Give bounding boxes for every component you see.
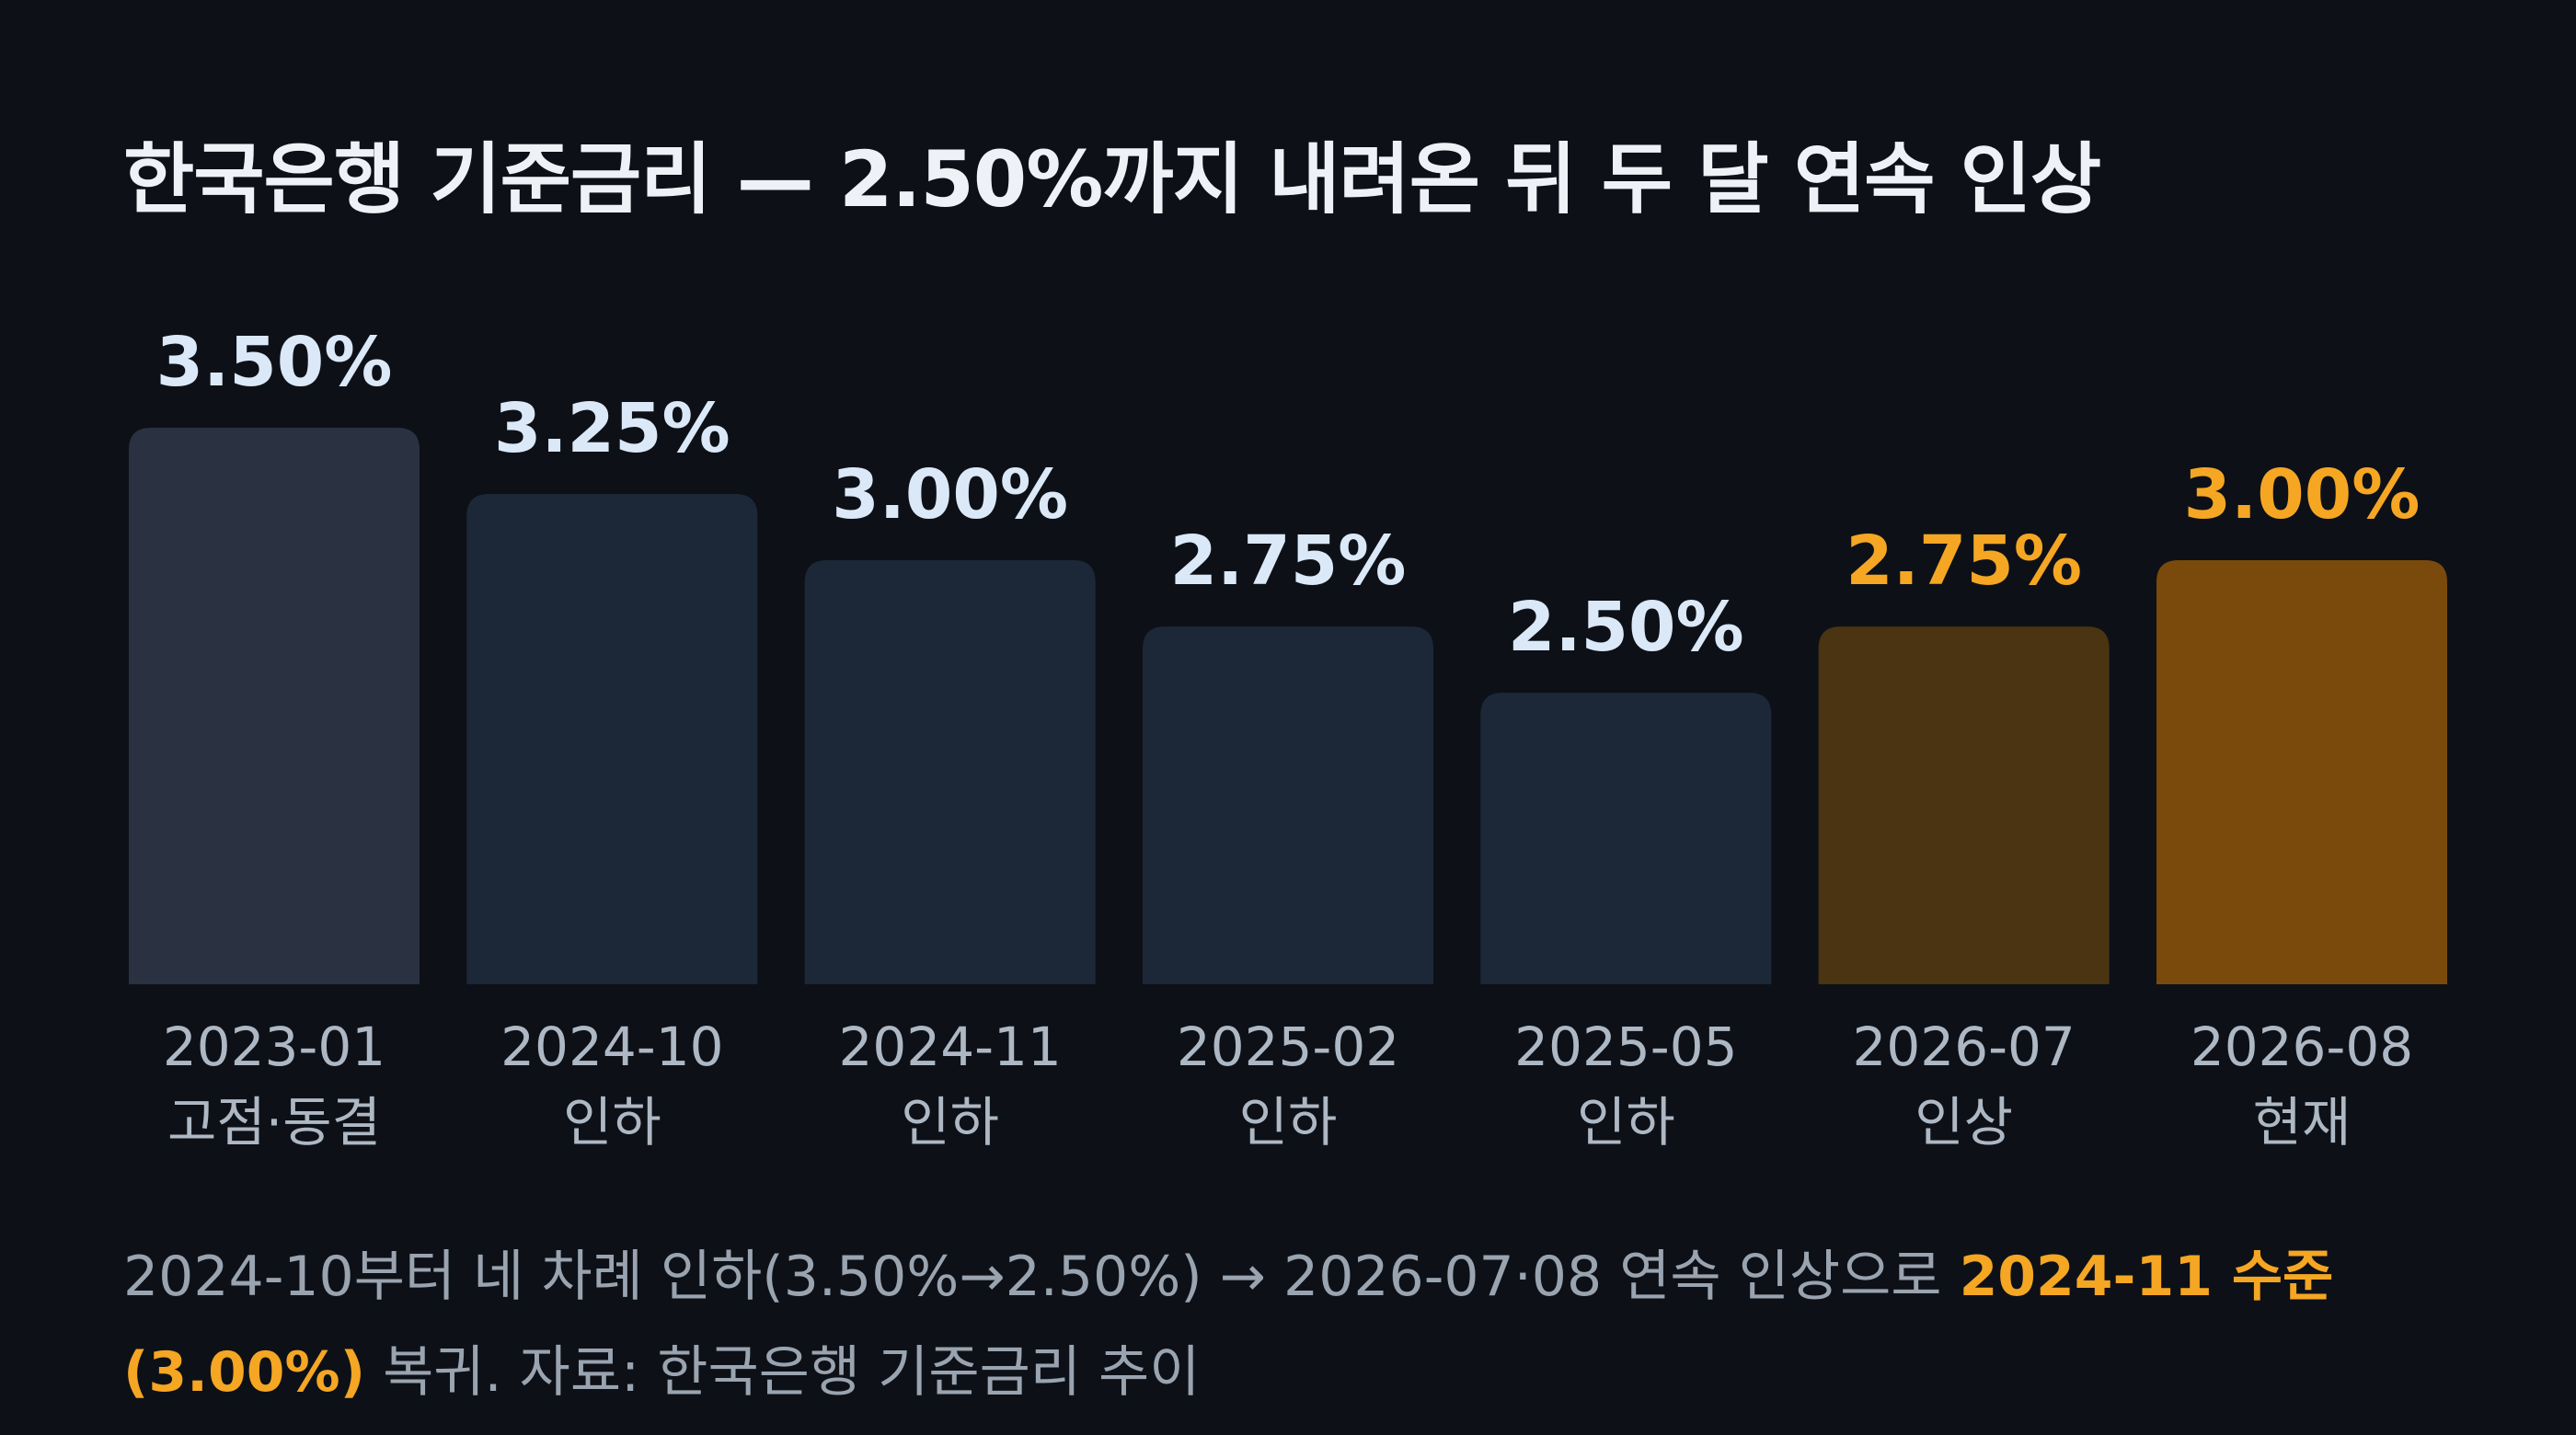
tick-label-2025-02: 2025-02 [1177, 1016, 1399, 1078]
bar-2025-05 [1480, 693, 1772, 984]
value-label-2023-01: 3.50% [156, 323, 393, 402]
value-label-2024-10: 3.25% [494, 389, 730, 468]
value-label-2025-05: 2.50% [1508, 588, 1744, 667]
tick-label-2024-11: 2024-11 [838, 1016, 1061, 1078]
value-label-2024-11: 3.00% [832, 455, 1068, 534]
footnote: 2024-10부터 네 차례 인하(3.50%→2.50%) → 2026-07… [123, 1229, 2460, 1420]
bar-2024-11 [804, 560, 1096, 984]
tick-sublabel-2025-02: 인하 [1239, 1091, 1338, 1154]
bar-chart: 3.50% 3.25% 3.00% 2.75% 2.50% 2.75% 3.00% 2023… [129, 323, 2447, 1154]
tick-label-2026-07: 2026-07 [1852, 1016, 2075, 1078]
footnote-source: 복귀. 자료: 한국은행 기준금리 추이 [365, 1340, 1201, 1405]
tick-sublabel-2024-11: 인하 [901, 1091, 999, 1154]
bar-2025-02 [1143, 626, 1433, 984]
value-label-2025-02: 2.75% [1170, 522, 1407, 601]
bar-2026-08 [2156, 560, 2447, 984]
tick-label-2026-08: 2026-08 [2191, 1016, 2413, 1078]
tick-label-2023-01: 2023-01 [163, 1016, 385, 1078]
value-label-2026-08: 3.00% [2184, 455, 2421, 534]
tick-sublabel-2025-05: 인하 [1577, 1091, 1675, 1154]
footnote-highlight: 2024-11 수준(3.00%) [123, 1245, 2334, 1405]
chart-title: 한국은행 기준금리 — 2.50%까지 내려온 뒤 두 달 연속 인상 [123, 134, 2101, 224]
tick-label-2025-05: 2025-05 [1514, 1016, 1737, 1078]
tick-sublabel-2023-01: 고점·동결 [167, 1091, 381, 1154]
bar-2023-01 [129, 428, 420, 984]
bar-2024-10 [466, 494, 758, 984]
value-label-2026-07: 2.75% [1846, 522, 2082, 601]
x-axis-ticks-layer: 2023-01 고점·동결 2024-10 인하 2024-11 인하 2025-02 인하 2… [163, 1016, 2413, 1154]
tick-label-2024-10: 2024-10 [500, 1016, 723, 1078]
bar-2026-07 [1818, 626, 2110, 984]
value-labels-layer: 3.50% 3.25% 3.00% 2.75% 2.50% 2.75% 3.00% [156, 323, 2421, 667]
tick-sublabel-2026-07: 인상 [1915, 1091, 2013, 1154]
footnote-text: 2024-10부터 네 차례 인하(3.50%→2.50%) → 2026-07… [123, 1245, 1960, 1309]
bars-layer [129, 428, 2447, 984]
tick-sublabel-2026-08: 현재 [2253, 1091, 2352, 1154]
tick-sublabel-2024-10: 인하 [563, 1091, 661, 1154]
